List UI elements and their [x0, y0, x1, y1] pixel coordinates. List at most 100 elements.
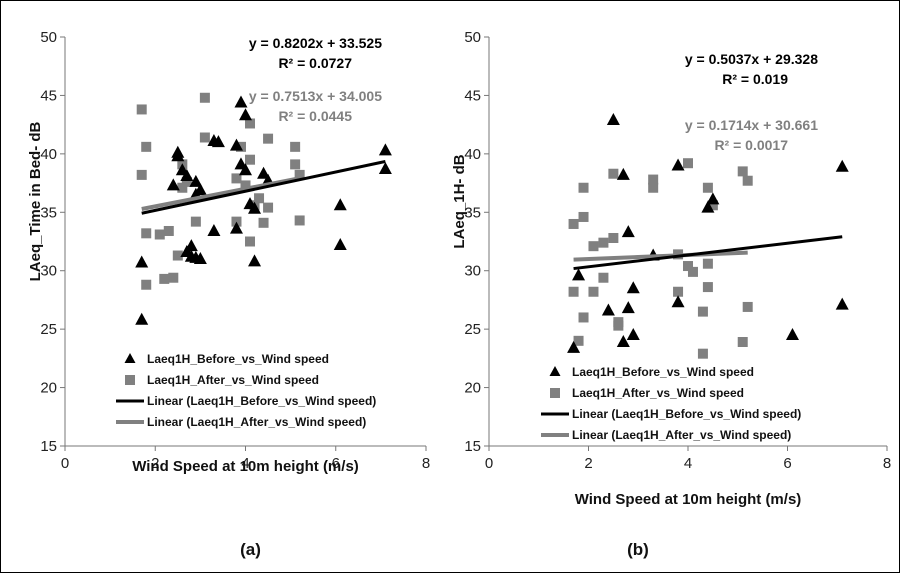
before-point [229, 138, 243, 151]
before-point [193, 252, 207, 265]
after-point [683, 261, 693, 272]
legend-before-trend-label: Linear (Laeq1H_Before_vs_Wind speed) [572, 407, 801, 421]
legend-before-marker [549, 366, 561, 376]
before-point [606, 112, 620, 125]
before-point [626, 327, 640, 340]
after-point [737, 166, 748, 177]
legend-before-trend-label: Linear (Laeq1H_Before_vs_Wind speed) [147, 394, 376, 408]
y-tick-label: 40 [40, 146, 57, 163]
before-point [248, 201, 262, 214]
before-point [701, 200, 715, 213]
y-axis-label: LAeq_1H- dB [451, 154, 468, 248]
y-tick-label: 45 [464, 87, 481, 104]
after-point [683, 158, 693, 169]
after-point [702, 182, 713, 193]
before-point [234, 95, 248, 108]
y-tick-label: 45 [40, 87, 57, 104]
after-trend-equation: y = 0.1714x + 30.661 [685, 117, 818, 133]
before-point [621, 225, 635, 238]
after-point [181, 176, 192, 187]
after-point [578, 182, 589, 193]
after-point [573, 335, 584, 346]
after-point [245, 154, 256, 165]
chart-panel-a: 15 20 25 30 35 40 45 50 0 2 4 6 8 Wind Speed at 10m h… [27, 29, 430, 559]
after-point [258, 217, 269, 228]
before-trend-equation: y = 0.5037x + 29.328 [685, 51, 818, 67]
before-point [239, 108, 252, 121]
before-point [333, 238, 347, 251]
after-point [159, 273, 170, 284]
after-point [199, 92, 210, 103]
panel-label: (b) [627, 540, 649, 559]
after-point [190, 216, 201, 227]
x-tick-label: 4 [684, 455, 692, 472]
before-point [248, 254, 262, 267]
after-point [154, 229, 165, 240]
before-point [835, 297, 849, 310]
before-point [135, 255, 149, 268]
before-point [671, 158, 685, 171]
chart-panel-b: 15 20 25 30 35 40 45 50 0 2 4 6 8 Wind Speed at 10m h… [451, 29, 891, 559]
after-point [588, 286, 599, 297]
before-trend-equation: y = 0.8202x + 33.525 [249, 35, 382, 51]
after-trend-line [573, 250, 748, 262]
after-point [235, 141, 246, 152]
after-point [263, 133, 274, 144]
before-point [207, 223, 221, 236]
before-point [835, 159, 849, 172]
y-tick-label: 25 [40, 321, 57, 338]
y-tick-label: 30 [40, 263, 57, 280]
after-point [290, 141, 301, 152]
x-tick-label: 8 [422, 455, 430, 472]
before-point [785, 327, 799, 340]
panel-label: (a) [240, 540, 261, 559]
x-axis-label: Wind Speed at 10m height (m/s) [575, 491, 802, 508]
after-point [136, 104, 147, 115]
before-trend-line [141, 160, 386, 215]
x-tick-label: 2 [584, 455, 592, 472]
after-point [141, 228, 152, 239]
x-tick-label: 4 [241, 455, 249, 472]
after-point [608, 232, 619, 243]
after-point [263, 202, 274, 213]
legend-after-label: Laeq1H_After_vs_Wind speed [147, 373, 319, 387]
legend-after-trend-label: Linear (Laeq1H_After_vs_Wind speed) [572, 428, 791, 442]
after-point [199, 132, 210, 143]
after-point [578, 211, 589, 222]
before-trend-r2: R² = 0.019 [722, 71, 788, 87]
legend: Laeq1H_Before_vs_Wind speed Laeq1H_After_… [541, 365, 801, 442]
before-point [616, 334, 630, 347]
after-point [290, 159, 301, 170]
x-tick-label: 6 [783, 455, 791, 472]
after-point [697, 348, 708, 359]
x-axis-label: Wind Speed at 10m height (m/s) [132, 458, 359, 475]
legend-after-marker [125, 375, 135, 385]
before-point [626, 281, 640, 294]
before-point [239, 163, 252, 176]
before-point [567, 340, 581, 353]
after-point [177, 182, 188, 193]
y-tick-label: 35 [464, 204, 481, 221]
legend-before-label: Laeq1H_Before_vs_Wind speed [147, 352, 329, 366]
x-tick-label: 6 [332, 455, 340, 472]
after-point [254, 193, 265, 204]
after-point [231, 173, 242, 184]
after-point [240, 180, 251, 191]
after-point [294, 215, 305, 226]
legend: Laeq1H_Before_vs_Wind speed Laeq1H_After_… [116, 352, 376, 429]
after-point [742, 175, 753, 186]
y-tick-label: 50 [40, 29, 57, 46]
x-tick-label: 0 [61, 455, 69, 472]
x-tick-label: 8 [883, 455, 891, 472]
after-point [172, 250, 183, 261]
legend-before-label: Laeq1H_Before_vs_Wind speed [572, 365, 754, 379]
legend-before-marker [124, 353, 136, 363]
x-tick-label: 2 [151, 455, 159, 472]
before-point [601, 303, 615, 316]
after-point [578, 312, 589, 323]
after-trend-r2: R² = 0.0017 [714, 137, 788, 153]
y-tick-label: 20 [464, 380, 481, 397]
after-point [598, 272, 609, 283]
before-point [166, 178, 180, 191]
